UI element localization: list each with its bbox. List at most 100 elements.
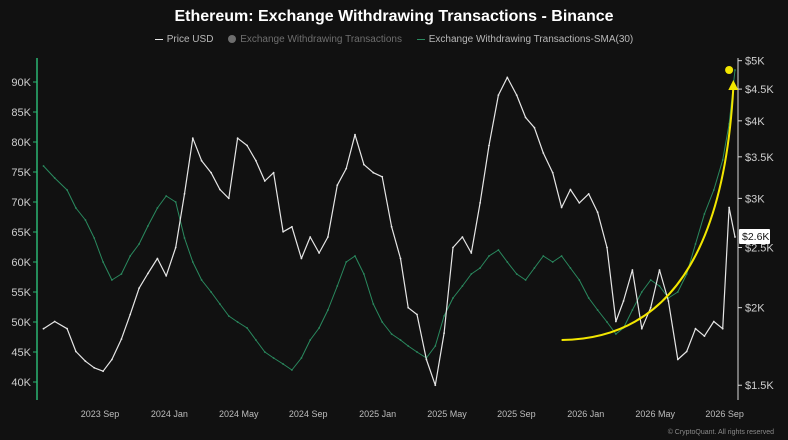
right-tick-label: $3.5K [745,152,774,164]
right-tick-label: $4.5K [745,84,774,96]
sma-point [53,177,56,179]
price-point [587,193,590,195]
x-tick-label: 2024 May [219,409,259,419]
sma-point [452,297,454,299]
price-point [452,246,454,249]
price-point [640,327,643,330]
sma-point [488,255,490,257]
x-tick-label: 2025 Sep [497,409,536,419]
price-point [506,76,509,79]
annotation-layer [561,66,739,341]
legend-item-sma[interactable]: Exchange Withdrawing Transactions-SMA(30… [416,34,634,45]
price-point [129,313,132,316]
chart-title: Ethereum: Exchange Withdrawing Transacti… [174,8,614,25]
legend-item-withdrawing[interactable]: Exchange Withdrawing Transactions [228,34,402,45]
sma-point [147,225,149,227]
sma-point [676,291,679,293]
price-point [210,171,213,174]
left-tick-label: 55K [11,287,31,299]
price-point [318,252,320,254]
sma-point [300,357,303,359]
price-point [712,320,715,323]
right-tick-label: $3K [745,193,765,205]
price-point [443,332,445,334]
right-tick-label: $2K [745,303,765,315]
price-point [246,144,249,147]
x-tick-label: 2026 May [635,409,675,419]
price-point [200,159,203,162]
price-point [606,246,608,249]
sma-point [560,255,563,257]
left-tick-label: 90K [11,77,31,89]
price-point [66,327,68,330]
price-point [111,358,113,361]
price-point [578,202,581,204]
price-point [734,236,736,238]
sma-point [734,69,736,71]
left-tick-label: 45K [11,347,31,359]
sma-point [703,213,706,215]
price-point [425,358,428,361]
sma-point [165,195,168,197]
sma-point [129,255,132,257]
sma-point [470,273,473,275]
price-point [309,236,312,238]
sma-point [721,159,724,161]
price-point [622,300,625,302]
sma-point [272,357,275,359]
price-point [703,335,706,337]
price-point [219,188,221,191]
price-point [291,225,293,228]
sma-point [533,267,536,269]
price-point [560,206,563,209]
right-axis: $5K $4.5K $4K $3.5K $3K $2.5K $2K $1.5K $2.6K [737,56,774,400]
sma-point [210,291,213,293]
price-point [596,211,599,214]
price-point [102,370,104,373]
sma-point [551,261,554,263]
sma-point [255,339,257,341]
left-tick-label: 65K [11,227,31,239]
sma-point [497,249,500,251]
price-point [524,116,527,119]
x-tick-label: 2025 May [427,409,467,419]
legend-item-price[interactable]: Price USD [154,34,213,45]
sma-point [363,273,365,275]
price-point [434,384,437,387]
legend-line-icon [416,38,425,40]
price-point [381,175,384,178]
sma-point [263,351,266,353]
left-tick-label: 80K [11,137,31,149]
trend-arrow [561,87,735,341]
sma-point [200,279,203,281]
x-tick-label: 2026 Jan [567,409,604,419]
sma-line [43,69,736,371]
sma-point [156,207,159,209]
right-tick-label: $2.5K [745,243,774,255]
price-point [93,366,96,369]
price-point [327,236,329,238]
sma-point [354,255,356,257]
sma-point [524,279,527,281]
sma-point [183,237,186,239]
left-tick-label: 75K [11,167,31,179]
x-tick-label: 2024 Jan [151,409,188,419]
sma-point [327,309,329,311]
right-tick-label: $1.5K [745,380,774,392]
sma-point [515,273,518,275]
price-point [363,163,365,166]
sma-point [219,303,221,305]
legend-label-sma: Exchange Withdrawing Transactions-SMA(30… [428,34,634,45]
price-point [390,225,393,228]
price-point [488,144,490,147]
price-point [685,350,688,353]
price-point [183,193,186,195]
price-point [497,94,500,96]
x-tick-label: 2026 Sep [705,409,744,419]
x-axis: 2023 Sep 2024 Jan 2024 May 2024 Sep 2025 Jan… [81,409,744,419]
price-point [667,300,670,302]
sma-point [42,165,45,167]
sma-point [309,339,312,341]
sma-point [111,279,113,281]
